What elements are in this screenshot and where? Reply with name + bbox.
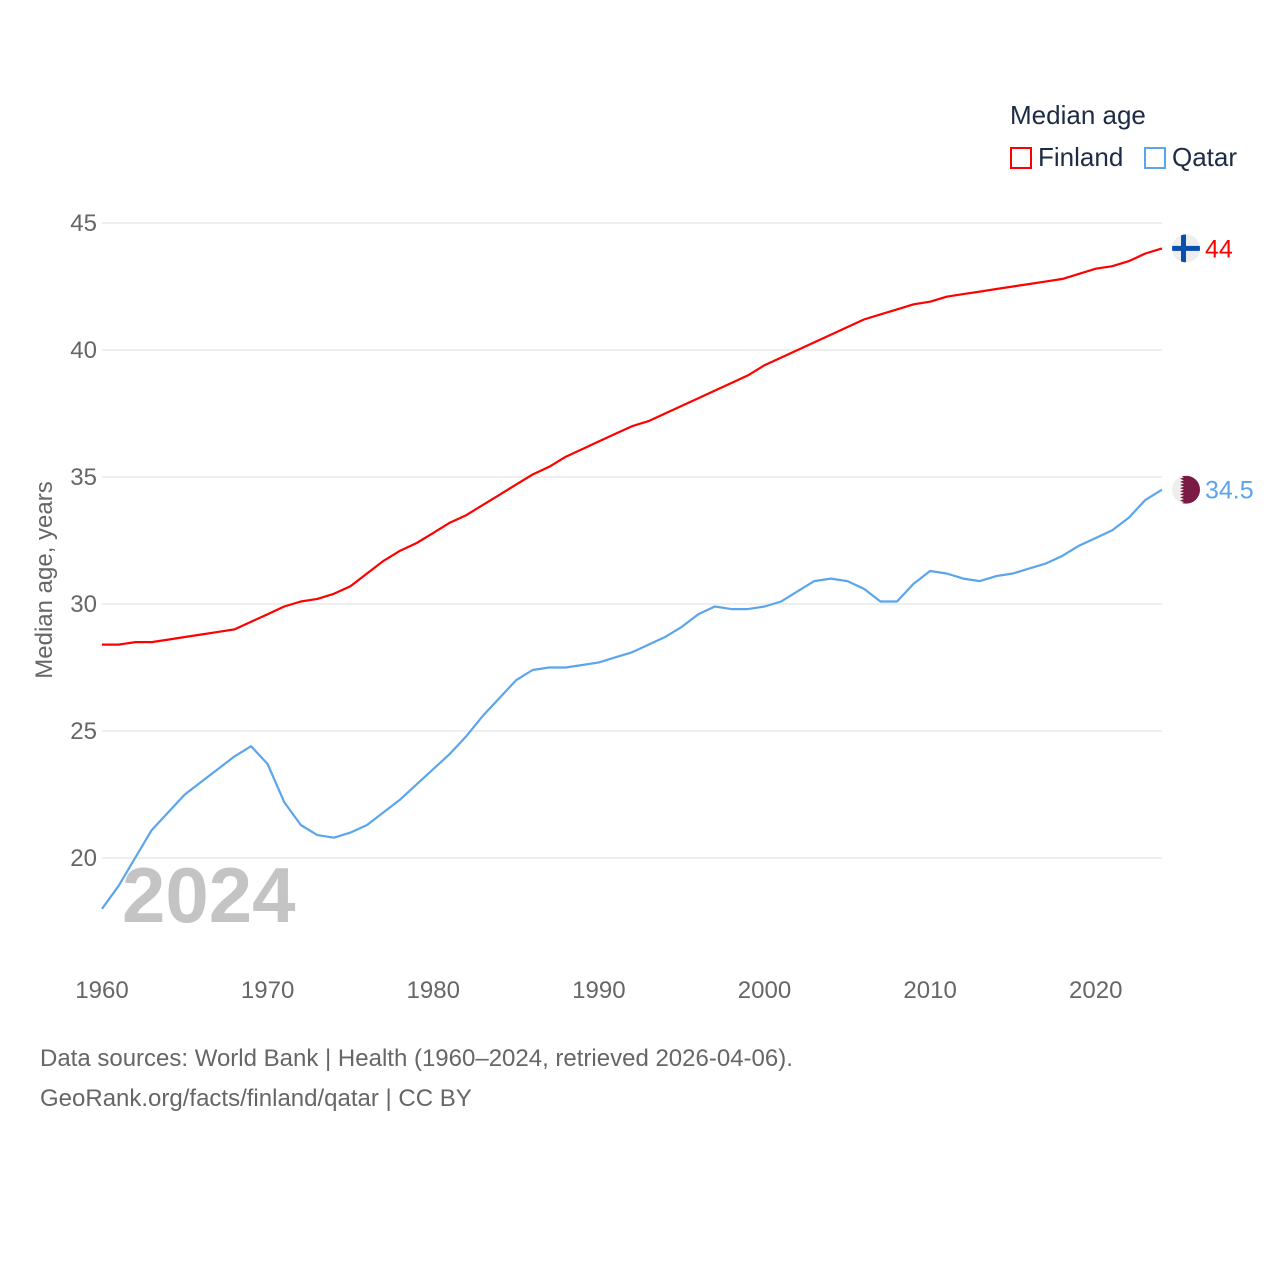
legend-item-finland[interactable]: Finland	[1010, 142, 1123, 173]
x-tick-label: 2010	[903, 977, 956, 1004]
legend-label-qatar: Qatar	[1172, 142, 1238, 172]
end-label-finland: 44	[1205, 235, 1233, 263]
legend-title: Median age	[1010, 100, 1146, 130]
year-watermark: 2024	[122, 851, 296, 939]
y-tick-label: 30	[70, 591, 97, 618]
end-label-qatar: 34.5	[1205, 477, 1254, 505]
y-tick-label: 40	[70, 337, 97, 364]
x-tick-label: 2000	[738, 977, 791, 1004]
y-tick-label: 45	[70, 210, 97, 237]
flag-icon-finland	[1172, 234, 1200, 263]
series-line-finland[interactable]	[102, 247, 1163, 646]
x-tick-label: 1990	[572, 977, 625, 1004]
y-tick-label: 35	[70, 464, 97, 491]
series-line-qatar[interactable]	[101, 488, 1163, 910]
y-tick-label: 25	[70, 718, 97, 745]
legend-label-finland: Finland	[1038, 142, 1124, 172]
footer-sources: Data sources: World Bank | Health (1960–…	[40, 1045, 793, 1072]
flag-icon-qatar	[1172, 475, 1200, 504]
x-tick-label: 1980	[407, 977, 460, 1004]
x-tick-label: 1970	[241, 977, 294, 1004]
y-tick-label: 20	[70, 845, 97, 872]
legend-item-qatar[interactable]: Qatar	[1144, 142, 1237, 173]
x-tick-label: 2020	[1069, 977, 1122, 1004]
x-tick-label: 1960	[75, 977, 128, 1004]
legend-swatch-finland	[1010, 146, 1032, 169]
legend-swatch-qatar	[1144, 146, 1166, 169]
y-axis-label: Median age, years	[31, 481, 58, 678]
footer-attribution: GeoRank.org/facts/finland/qatar | CC BY	[40, 1085, 472, 1112]
